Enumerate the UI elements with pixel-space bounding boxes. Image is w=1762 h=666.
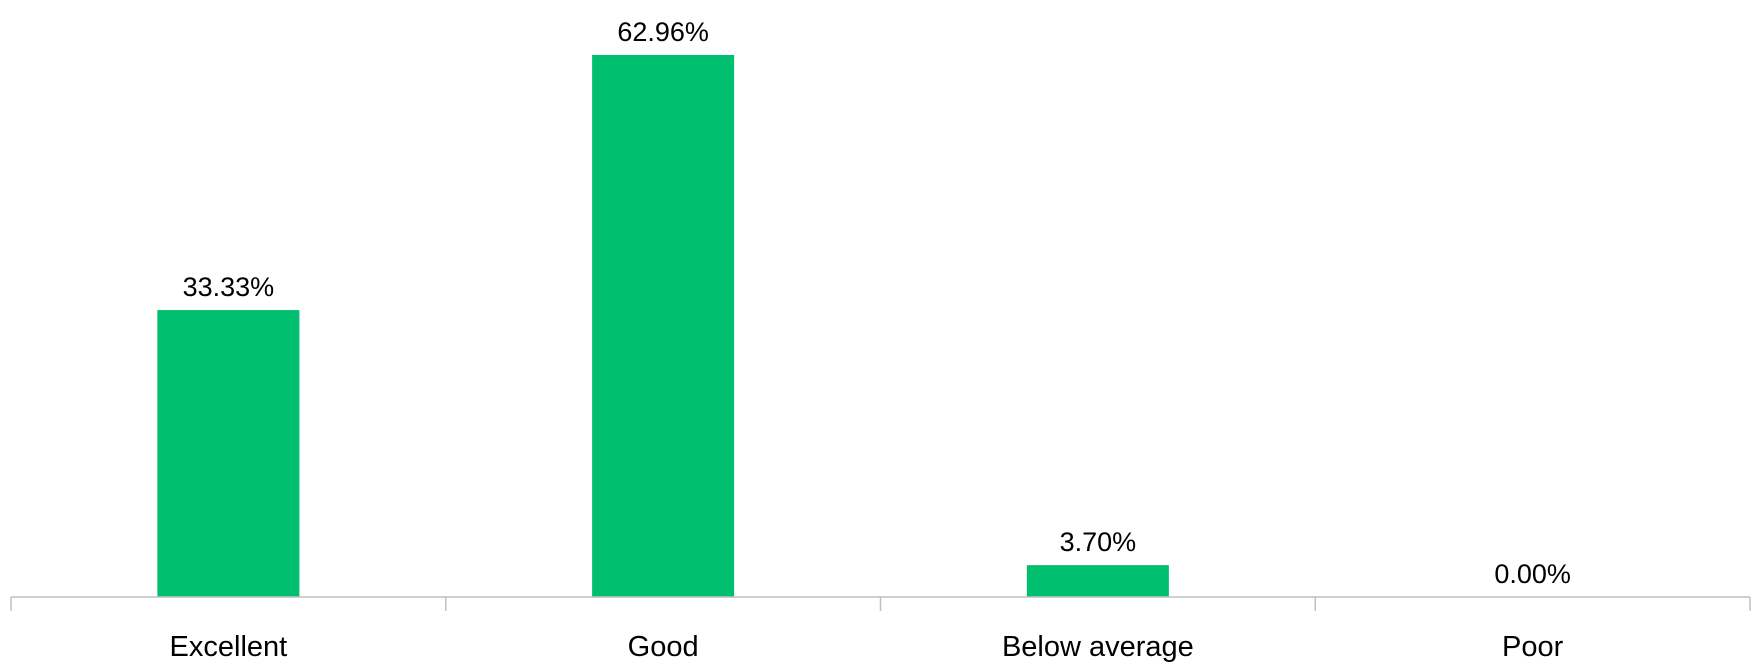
- bar-below-average: [1026, 565, 1169, 597]
- data-label-excellent: 33.33%: [183, 272, 275, 302]
- x-tick-label-poor: Poor: [1502, 631, 1564, 663]
- x-tick-label-excellent: Excellent: [170, 631, 288, 663]
- x-axis-ticks-group: [10, 597, 1751, 611]
- x-tick-label-below-average: Below average: [1002, 631, 1194, 663]
- bars-group: [157, 55, 1169, 597]
- bar-good: [592, 55, 735, 597]
- data-label-below-average: 3.70%: [1060, 527, 1137, 557]
- data-label-poor: 0.00%: [1494, 559, 1571, 589]
- bar-excellent: [157, 310, 300, 597]
- x-tick-label-good: Good: [628, 631, 699, 663]
- x-axis-tick-labels-group: Excellent Good Below average Poor: [170, 631, 1564, 663]
- data-label-good: 62.96%: [617, 17, 709, 47]
- data-labels-group: 33.33% 62.96% 3.70% 0.00%: [183, 17, 1571, 589]
